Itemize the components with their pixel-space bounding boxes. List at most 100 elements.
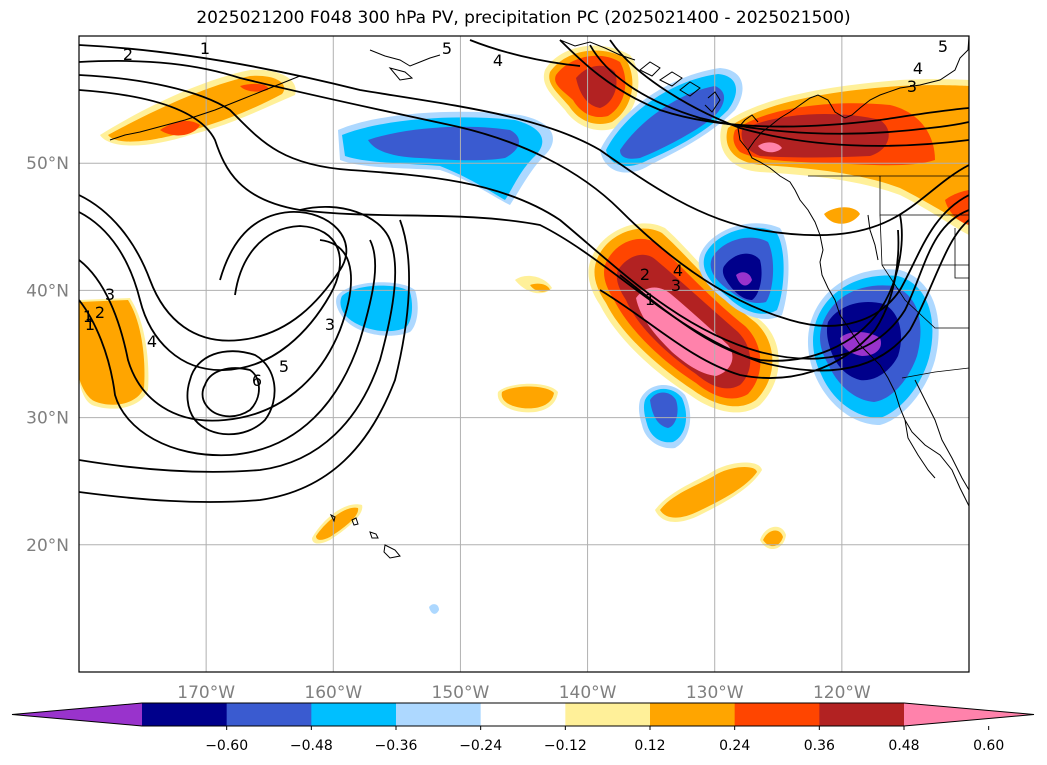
lon-tick-label: 150°W xyxy=(432,683,490,703)
contour-label: 4 xyxy=(913,59,923,78)
contour-label: 3 xyxy=(105,285,115,304)
contour-label: 5 xyxy=(442,39,452,58)
longitude-labels: 170°W 160°W 150°W 140°W 130°W 120°W xyxy=(177,683,871,703)
colorbar-tick-labels: −0.60 −0.48 −0.36 −0.24 −0.12 0.12 0.24 0.36 0.4… xyxy=(205,726,1004,754)
coastline xyxy=(659,71,683,87)
colorbar-segment xyxy=(311,703,397,726)
colorbar-tick-label: 0.24 xyxy=(719,738,750,754)
contour-label: 5 xyxy=(279,357,289,376)
pv-contour xyxy=(79,211,341,371)
border-line xyxy=(954,228,969,279)
pv-contour xyxy=(79,44,969,237)
coastline xyxy=(704,91,721,113)
colorbar-outline xyxy=(11,702,1035,727)
latitude-labels: 50°N 40°N 30°N 20°N xyxy=(26,154,69,556)
contour-label: 4 xyxy=(493,51,503,70)
contour-label: 2 xyxy=(123,45,133,64)
contour-label: 1 xyxy=(83,307,93,326)
precip-negative-area xyxy=(368,126,520,161)
pv-contour xyxy=(79,219,410,503)
pv-contour xyxy=(619,214,903,362)
colorbar-segment xyxy=(396,703,482,726)
pv-contour xyxy=(559,39,969,128)
lat-tick-label: 30°N xyxy=(26,409,69,429)
precip-positive-area xyxy=(108,75,285,142)
pv-contour xyxy=(186,350,276,436)
colorbar-tick-label: 0.12 xyxy=(634,738,665,754)
pv-contour xyxy=(79,206,397,473)
contour-label: 3 xyxy=(907,77,917,96)
colorbar-extend-min xyxy=(12,703,142,726)
colorbar-tick-label: 0.48 xyxy=(888,738,919,754)
precip-positive-area xyxy=(660,466,757,518)
precip-shading xyxy=(79,45,969,614)
colorbar-segment xyxy=(480,703,566,726)
colorbar-segment xyxy=(142,703,228,726)
contour-label: 1 xyxy=(200,39,210,58)
pv-contour xyxy=(589,44,969,135)
contour-label: 3 xyxy=(325,315,335,334)
coastline xyxy=(388,67,414,81)
contour-label: 2 xyxy=(640,265,650,284)
precip-positive-area xyxy=(636,287,733,376)
precip-positive-area xyxy=(501,386,554,409)
coastline xyxy=(679,81,701,97)
coastlines xyxy=(109,36,969,559)
colorbar-tick-label: −0.48 xyxy=(290,738,333,754)
map-frame xyxy=(78,35,970,673)
contour-label: 1 xyxy=(645,290,655,309)
precip-positive-area xyxy=(316,507,359,540)
precip-negative-area xyxy=(650,392,678,428)
colorbar-segment xyxy=(819,703,905,726)
pv-contour xyxy=(599,229,900,379)
pv-contour xyxy=(609,39,969,147)
coastline xyxy=(867,214,879,261)
colorbar xyxy=(11,702,1035,727)
coastline xyxy=(383,544,401,559)
pv-contour xyxy=(79,239,377,457)
pv-contour xyxy=(201,367,260,418)
coastline xyxy=(351,517,359,526)
precip-negative-area xyxy=(429,604,439,614)
pv-contour xyxy=(79,60,969,327)
coastline xyxy=(904,419,936,479)
colorbar-segment xyxy=(565,703,651,726)
contour-label: 1 xyxy=(85,315,95,334)
precip-positive-area xyxy=(758,142,782,153)
pv-contour xyxy=(79,89,969,372)
coastline xyxy=(369,49,441,67)
lat-tick-label: 40°N xyxy=(26,281,69,301)
lon-tick-label: 120°W xyxy=(813,683,871,703)
colorbar-tick-label: −0.36 xyxy=(375,738,418,754)
pv-contour xyxy=(79,74,969,360)
coastline xyxy=(737,114,759,151)
precip-positive-area xyxy=(160,120,200,136)
pv-contour xyxy=(469,39,581,67)
precip-positive-area xyxy=(576,65,617,108)
colorbar-tick-label: −0.60 xyxy=(205,738,248,754)
colorbar-tick-label: −0.24 xyxy=(459,738,502,754)
lon-tick-label: 170°W xyxy=(177,683,235,703)
lat-tick-label: 50°N xyxy=(26,154,69,174)
colorbar-segment xyxy=(650,703,736,726)
contour-label: 2 xyxy=(95,303,105,322)
coastline xyxy=(109,75,301,141)
colorbar-tick-label: −0.12 xyxy=(544,738,587,754)
contour-label: 4 xyxy=(147,332,157,351)
lon-tick-label: 160°W xyxy=(304,683,362,703)
colorbar-segment xyxy=(226,703,312,726)
pv-contour xyxy=(79,239,352,422)
coastline xyxy=(747,36,969,507)
precip-negative-area xyxy=(736,272,752,286)
coastline xyxy=(639,61,661,77)
precip-positive-area xyxy=(763,530,783,547)
lon-tick-label: 140°W xyxy=(559,683,617,703)
contour-label: 3 xyxy=(671,276,681,295)
coastline xyxy=(369,531,379,539)
contour-label: 4 xyxy=(673,261,683,280)
pv-contours xyxy=(79,39,969,503)
precip-positive-area xyxy=(240,83,269,92)
lon-tick-label: 130°W xyxy=(686,683,744,703)
